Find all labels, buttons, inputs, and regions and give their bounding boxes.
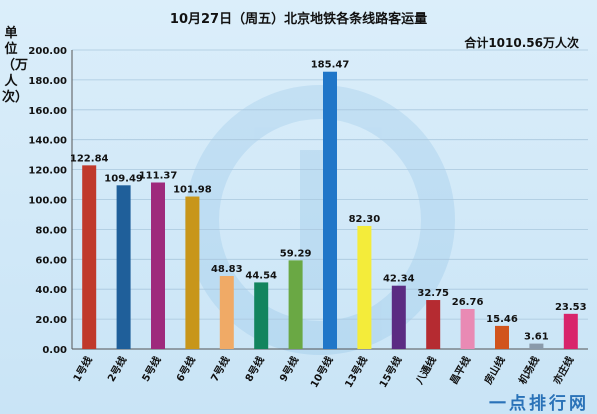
value-label: 42.34	[383, 274, 415, 285]
y-tick-label: 140.00	[28, 136, 67, 147]
x-tick-label: 昌平线	[447, 354, 473, 386]
value-label: 59.29	[280, 248, 312, 259]
x-tick-label: 8号线	[242, 354, 267, 384]
bar	[323, 71, 337, 349]
y-tick-label: 80.00	[35, 225, 67, 236]
value-label: 109.49	[104, 173, 143, 184]
y-tick-label: 60.00	[35, 255, 67, 266]
value-label: 15.46	[486, 314, 518, 325]
value-label: 44.54	[245, 270, 277, 281]
bar	[82, 165, 97, 349]
value-label: 26.76	[452, 297, 484, 308]
chart-title: 10月27日（周五）北京地铁各条线路客运量	[169, 12, 428, 27]
total-label: 合计1010.56万人次	[464, 36, 579, 50]
y-tick-label: 20.00	[35, 315, 67, 326]
y-tick-label: 0.00	[42, 345, 67, 356]
bar	[529, 343, 544, 349]
x-tick-label: 机场线	[516, 354, 542, 386]
bar	[460, 308, 475, 349]
bar	[116, 185, 131, 349]
y-tick-label: 120.00	[28, 166, 67, 177]
x-tick-label: 7号线	[208, 354, 233, 384]
value-label: 122.84	[70, 153, 109, 164]
y-tick-label: 100.00	[28, 196, 67, 207]
x-tick-label: 13号线	[342, 354, 370, 390]
x-tick-label: 亦庄线	[550, 354, 576, 386]
bar	[426, 300, 441, 349]
y-tick-label: 160.00	[28, 106, 67, 117]
x-tick-label: 15号线	[376, 354, 404, 390]
bar	[391, 285, 406, 349]
x-tick-label: 2号线	[104, 354, 129, 384]
value-label: 48.83	[211, 264, 243, 275]
y-tick-label: 40.00	[35, 285, 67, 296]
value-label: 32.75	[417, 288, 449, 299]
value-label: 185.47	[311, 60, 350, 71]
bar	[288, 260, 303, 349]
x-tick-label: 10号线	[307, 354, 335, 390]
x-tick-label: 9号线	[276, 354, 301, 384]
value-label: 23.53	[555, 302, 587, 313]
bar	[151, 182, 165, 349]
value-label: 111.37	[139, 171, 178, 182]
value-label: 101.98	[173, 185, 212, 196]
value-label: 82.30	[349, 214, 381, 225]
bar	[185, 196, 200, 349]
bar	[357, 225, 372, 349]
x-tick-label: 5号线	[139, 354, 164, 384]
x-tick-label: 1号线	[70, 354, 95, 384]
value-label: 3.61	[524, 332, 549, 343]
y-tick-label: 200.00	[28, 46, 67, 57]
bar	[563, 313, 578, 349]
bar	[219, 275, 234, 349]
watermark-text: 一点排行网	[489, 394, 589, 414]
bar	[495, 325, 509, 349]
bar	[254, 282, 269, 349]
x-tick-label: 房山线	[481, 354, 507, 386]
x-tick-label: 八通线	[412, 354, 439, 387]
x-tick-label: 6号线	[173, 354, 198, 384]
y-tick-label: 180.00	[28, 76, 67, 87]
